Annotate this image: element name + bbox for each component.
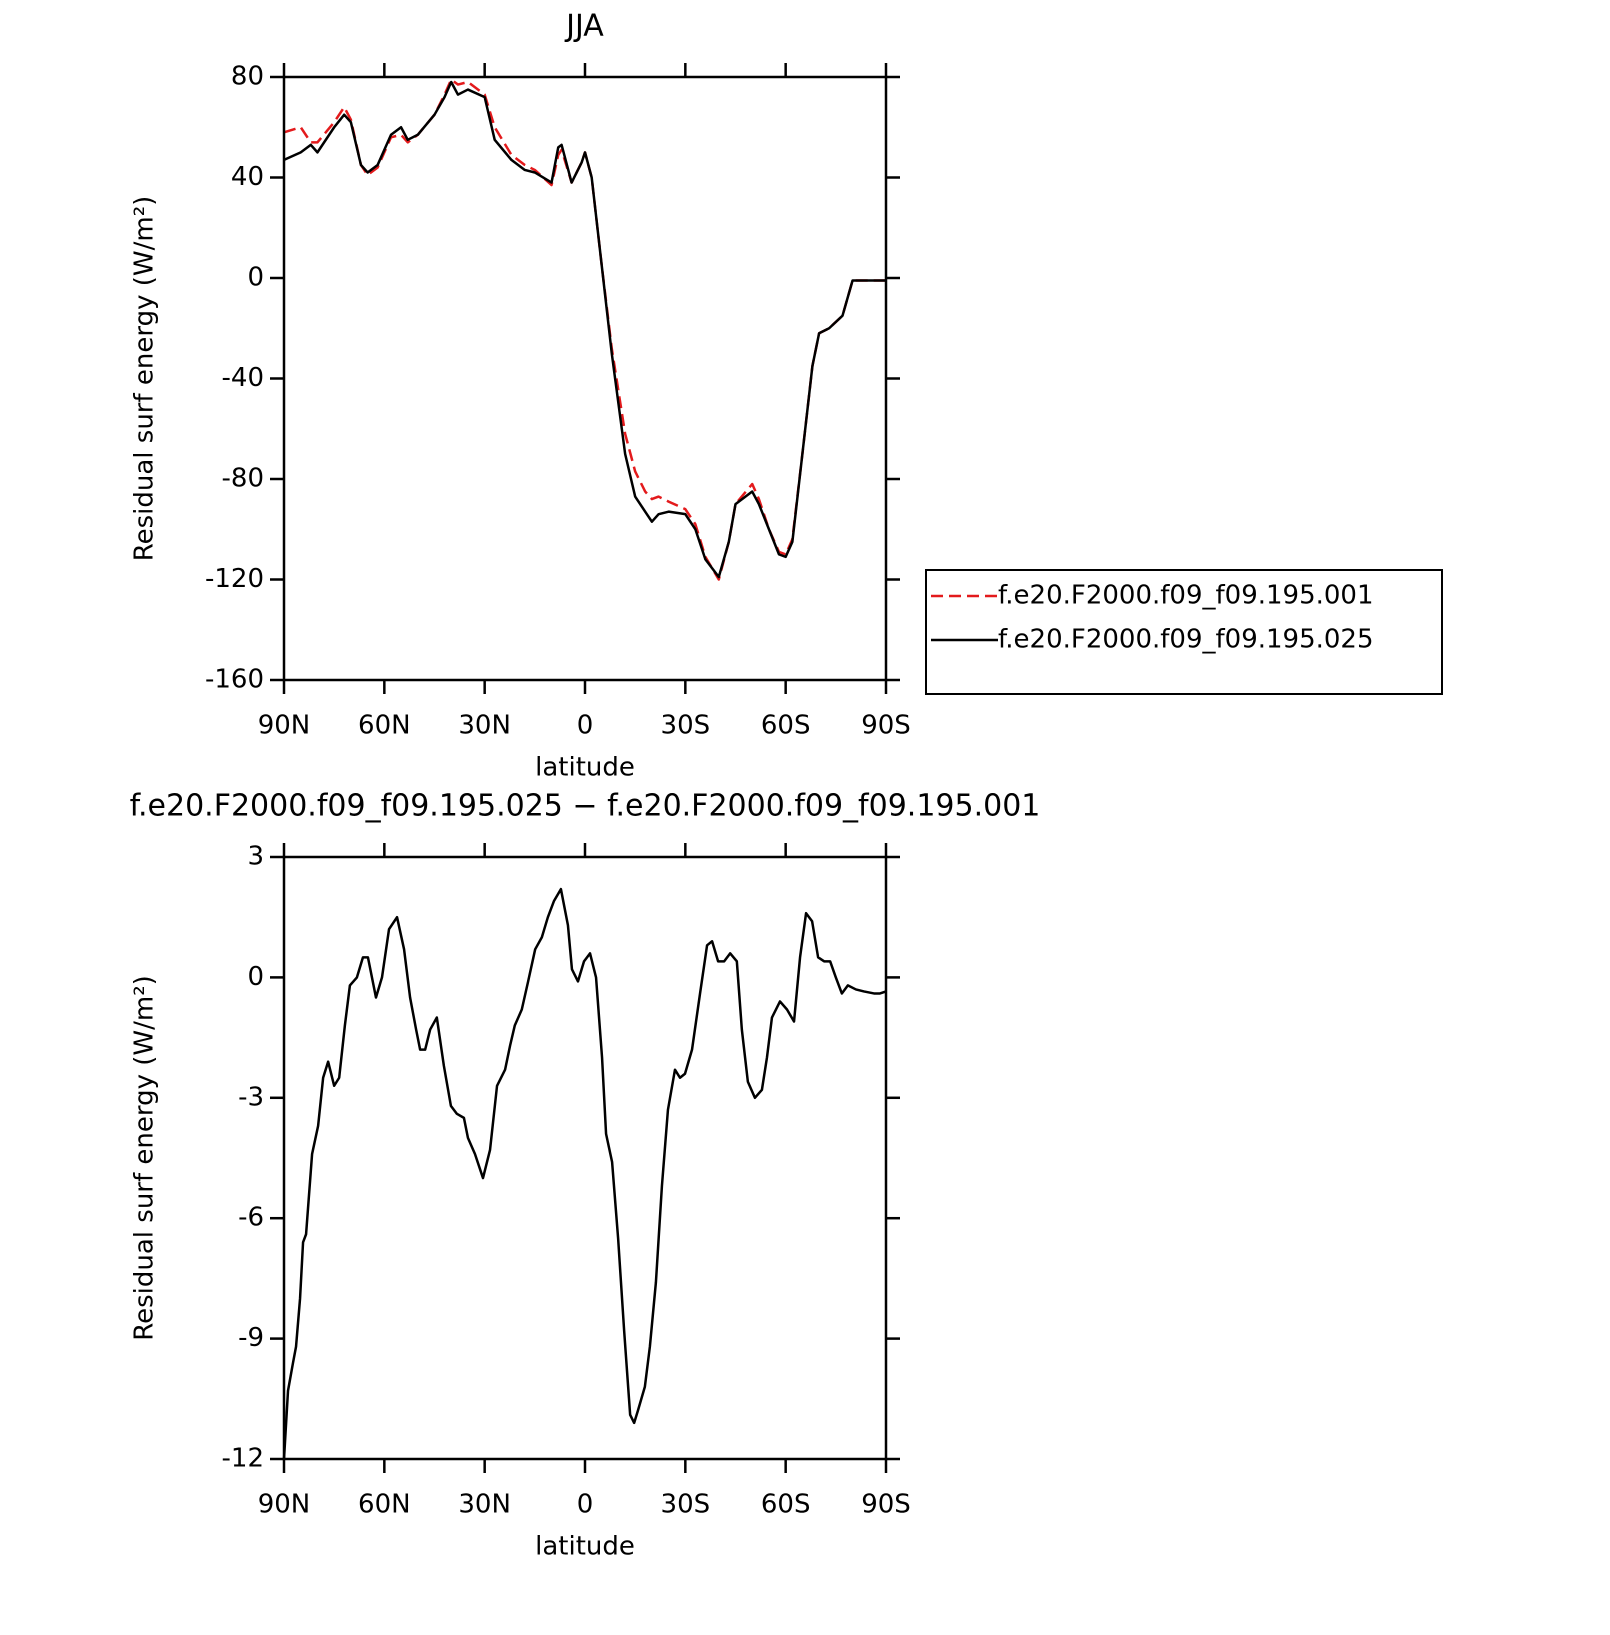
x-tick-label: 0	[577, 711, 594, 741]
x-tick-label: 30N	[458, 711, 511, 741]
y-tick-label: -40	[222, 363, 264, 393]
legend-label: f.e20.F2000.f09_f09.195.001	[998, 581, 1374, 611]
data-line	[282, 887, 887, 1460]
x-tick-label: 90N	[258, 711, 311, 741]
legend-box	[925, 569, 1443, 695]
plot-frame	[282, 855, 888, 1461]
y-tick-label: 80	[231, 62, 264, 92]
y-tick-label: 3	[247, 842, 264, 872]
x-tick-label: 90N	[258, 1490, 311, 1520]
x-tick-label: 30S	[661, 711, 711, 741]
x-tick-label: 0	[577, 1490, 594, 1520]
data-line	[283, 80, 886, 579]
plot-frame	[282, 75, 888, 682]
x-axis-label: latitude	[535, 1532, 635, 1562]
y-tick-label: -3	[238, 1082, 264, 1112]
y-tick-label: -9	[238, 1323, 264, 1353]
y-tick-label: 0	[247, 263, 264, 293]
y-axis-label: Residual surf energy (W/m²)	[130, 196, 160, 562]
y-tick-label: 40	[231, 162, 264, 192]
legend: f.e20.F2000.f09_f09.195.001 f.e20.F2000.f…	[925, 569, 1443, 695]
x-tick-label: 60N	[358, 1490, 411, 1520]
x-tick-label: 60N	[358, 711, 411, 741]
x-tick-label: 60S	[761, 711, 811, 741]
x-tick-label: 30S	[661, 1490, 711, 1520]
y-axis-label: Residual surf energy (W/m²)	[130, 975, 160, 1341]
x-tick-label: 90S	[861, 1490, 911, 1520]
legend-label: f.e20.F2000.f09_f09.195.025	[998, 625, 1374, 655]
chart-title: JJA	[564, 9, 604, 44]
x-axis-label: latitude	[535, 753, 635, 783]
y-tick-label: -80	[222, 464, 264, 494]
y-tick-label: -120	[205, 564, 264, 594]
x-tick-label: 90S	[861, 711, 911, 741]
chart-title: f.e20.F2000.f09_f09.195.025 − f.e20.F200…	[130, 789, 1041, 824]
x-tick-label: 60S	[761, 1490, 811, 1520]
y-tick-label: -6	[238, 1203, 264, 1233]
y-tick-label: -160	[205, 665, 264, 695]
x-tick-label: 30N	[458, 1490, 511, 1520]
y-tick-label: -12	[222, 1444, 264, 1474]
y-tick-label: 0	[247, 962, 264, 992]
